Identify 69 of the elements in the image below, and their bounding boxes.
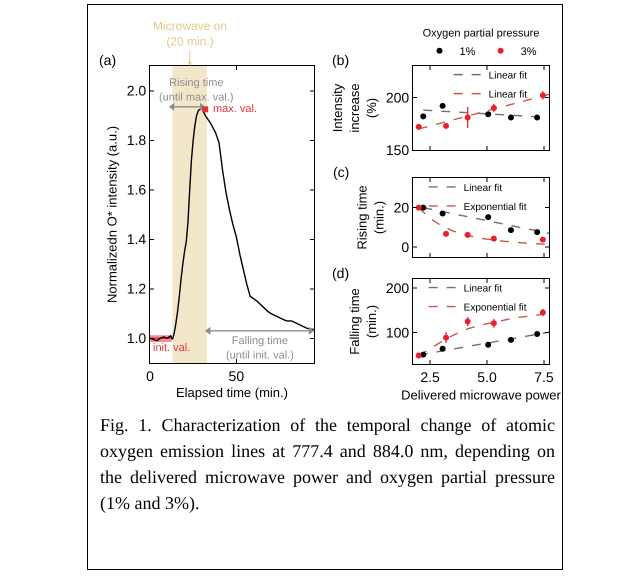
y-tick-label: 200 [386,89,410,106]
point [416,204,422,211]
annotation: Rising time (until max. val.) [159,77,234,104]
x-tick-label: 2.5 [420,368,440,385]
y-axis-title: Normalizedn O* intensity (a.u.) [104,126,120,304]
point [464,232,471,238]
y-tick-label: 1.6 [126,182,146,198]
legend-label: Exponential fit [464,202,527,213]
legend-label: Linear fit [488,90,528,101]
point [508,227,514,234]
point [443,334,450,341]
band-label: Microwave on (20 min.) [153,19,228,49]
y-tick-label: 0 [401,239,410,256]
point [416,352,422,358]
point [464,114,471,120]
x-tick-label: 5.0 [477,368,497,385]
y-axis-title: Falling time (min.) [346,288,379,355]
point [485,111,492,118]
x-axis-title: Elapsed time (min.) [176,385,288,400]
x-tick-label: 7.5 [534,368,554,385]
annotation: Falling time (until init. val.) [226,335,294,362]
annotation: init. val. [153,342,190,354]
point [440,346,446,352]
point [485,214,492,220]
legend-title: Oxygen partial pressure [422,27,540,40]
text: (b) [332,52,350,68]
point [540,236,546,243]
y-tick-label: 1.8 [126,132,146,148]
y-axis-title: Rising time (min.) [354,185,387,250]
y-tick-label: 200 [386,280,410,296]
point [490,320,497,326]
y-tick-label: 20 [394,200,410,216]
point [443,122,450,129]
legend-label: Exponential fit [464,302,527,314]
point [443,230,450,237]
point [440,102,446,109]
y-tick-label: 100 [386,324,410,341]
point [540,310,546,316]
legend-label: 3% [520,46,537,58]
text: (a) [99,52,116,68]
point [534,331,540,338]
legend-label: 1% [460,46,476,58]
point [440,210,446,217]
legend-label: Linear fit [464,283,502,294]
y-axis-title: Intensity increase (%) [330,83,379,133]
point [490,236,497,242]
caption: Fig. 1. Characterization of the temporal change of atomic oxygen emission lines at 777.4 and 884.0 nm, depending on the delivered microwave power and oxygen partial pressure (1% and 3%). [100,414,555,515]
y-tick-label: 2.0 [126,82,146,99]
y-tick-label: 1.4 [126,231,146,248]
y-tick-label: 1.0 [126,330,146,346]
x-tick-label: 50 [228,368,244,384]
point [490,105,497,111]
annotation: max. val. [213,103,258,115]
point [508,336,514,343]
point [464,318,471,324]
point [508,114,514,120]
point [416,124,422,130]
point [540,92,546,98]
text: (c) [333,164,350,180]
legend-label: Linear fit [488,70,528,82]
point [420,113,426,120]
y-tick-label: 150 [386,142,410,158]
point [534,114,540,120]
legend-label: Linear fit [464,182,502,194]
point [485,342,492,348]
x-axis-title: Delivered microwave power [401,387,562,402]
point [534,229,540,236]
y-tick-label: 1.2 [126,280,146,297]
text: (d) [332,265,350,281]
